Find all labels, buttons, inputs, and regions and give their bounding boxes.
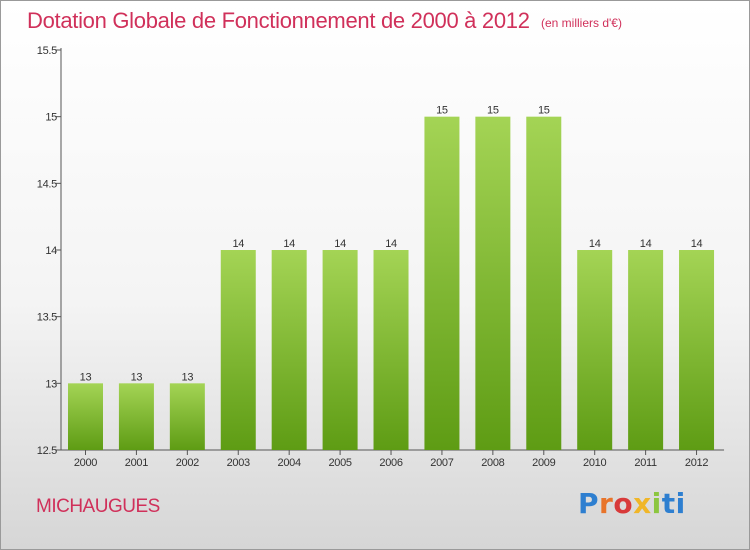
- data-label: 15: [487, 105, 499, 117]
- x-tick-label: 2001: [125, 457, 148, 469]
- y-tick-label: 12.5: [37, 445, 57, 457]
- y-tick-label: 13.5: [37, 312, 57, 324]
- data-label: 14: [232, 238, 244, 250]
- data-label: 13: [80, 371, 92, 383]
- x-tick-label: 2010: [583, 457, 606, 469]
- data-label: 13: [131, 371, 143, 383]
- x-tick-label: 2004: [278, 457, 301, 469]
- data-label: 14: [691, 238, 703, 250]
- bar: [424, 116, 460, 451]
- bar: [628, 250, 664, 450]
- x-tick-label: 2005: [328, 457, 351, 469]
- x-tick-label: 2008: [481, 457, 504, 469]
- x-tick-label: 2006: [379, 457, 402, 469]
- bar: [169, 383, 205, 450]
- x-tick-label: 2011: [634, 457, 657, 469]
- bar: [271, 250, 307, 450]
- data-label: 14: [385, 238, 397, 250]
- x-tick-label: 2009: [532, 457, 555, 469]
- x-tick-label: 2003: [227, 457, 250, 469]
- x-tick-label: 2007: [430, 457, 453, 469]
- data-label: 15: [436, 105, 448, 117]
- bar: [118, 383, 154, 450]
- x-tick-label: 2012: [685, 457, 708, 469]
- y-tick-label: 15: [45, 112, 57, 124]
- data-label: 15: [538, 105, 550, 117]
- bar: [679, 250, 715, 450]
- y-tick-label: 15.5: [37, 45, 57, 57]
- bar: [577, 250, 613, 450]
- chart-bars: [68, 116, 715, 451]
- y-tick-label: 14: [45, 245, 57, 257]
- bar: [220, 250, 256, 450]
- logo-letter-p: P: [578, 487, 600, 520]
- chart-unit: (en milliers d'€): [541, 16, 622, 30]
- bar: [68, 383, 103, 450]
- logo-letter-o: o: [613, 487, 634, 520]
- bar: [475, 116, 511, 451]
- data-label: 14: [589, 238, 601, 250]
- bar: [526, 116, 562, 451]
- logo-letter-x: x: [633, 487, 652, 520]
- logo-letter-i: i: [651, 487, 662, 520]
- bar: [373, 250, 409, 450]
- commune-name: MICHAUGUES: [36, 496, 160, 517]
- data-label: 14: [640, 238, 652, 250]
- x-tick-label: 2000: [74, 457, 97, 469]
- proxiti-logo: Proxiti: [578, 487, 686, 520]
- y-tick-label: 13: [45, 378, 57, 390]
- data-label: 14: [283, 238, 295, 250]
- logo-letter-r: r: [599, 487, 614, 520]
- x-tick-label: 2002: [176, 457, 199, 469]
- bar: [322, 250, 358, 450]
- data-label: 13: [182, 371, 194, 383]
- chart-labels: 2000 13 2001 13 2002 13 2003 14 2004 14 2005 14 2006…: [74, 105, 709, 469]
- chart-title: Dotation Globale de Fonctionnement de 20…: [27, 8, 530, 33]
- data-label: 14: [334, 238, 346, 250]
- y-tick-label: 14.5: [37, 178, 57, 190]
- logo-letters-ti: ti: [661, 487, 686, 520]
